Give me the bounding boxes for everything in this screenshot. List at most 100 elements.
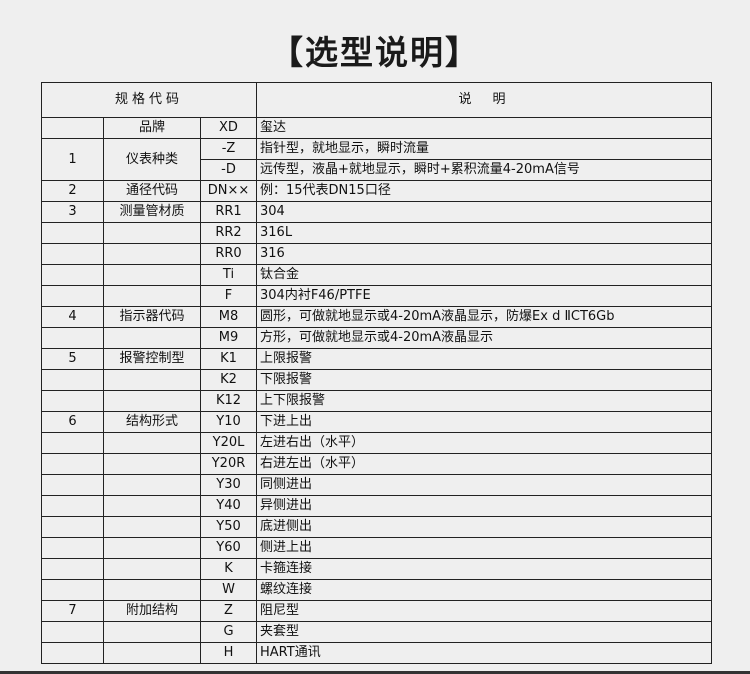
cell-no [41, 243, 104, 265]
table-row: 4 指示器代码 M8 圆形，可做就地显示或4-20mA液晶显示，防爆Ex d ⅡCT6… [41, 306, 712, 328]
cell-desc: 下限报警 [256, 369, 712, 391]
cell-no: 4 [41, 306, 104, 328]
table-row: F 304内衬F46/PTFE [41, 285, 712, 307]
cell-name [103, 642, 201, 664]
table-row: RR0 316 [41, 243, 712, 265]
cell-desc: 钛合金 [256, 264, 712, 286]
cell-desc: 异侧进出 [256, 495, 712, 517]
table-row: K2 下限报警 [41, 369, 712, 391]
cell-desc: 上限报警 [256, 348, 712, 370]
cell-name [103, 495, 201, 517]
table-row: Ti 钛合金 [41, 264, 712, 286]
cell-name [103, 222, 201, 244]
table-row: RR2 316L [41, 222, 712, 244]
cell-no [41, 474, 104, 496]
cell-desc: HART通讯 [256, 642, 712, 664]
table-row: 3 测量管材质 RR1 304 [41, 201, 712, 223]
cell-desc: 指针型，就地显示，瞬时流量 [256, 138, 712, 160]
cell-code: Y40 [200, 495, 257, 517]
header-description: 说 明 [256, 82, 712, 118]
cell-name [103, 264, 201, 286]
cell-name [103, 390, 201, 412]
cell-no [41, 495, 104, 517]
cell-code: Ti [200, 264, 257, 286]
table-row: H HART通讯 [41, 642, 712, 664]
cell-name: 结构形式 [103, 411, 201, 433]
cell-code: Y20R [200, 453, 257, 475]
header-spec-code: 规格代码 [41, 82, 257, 118]
cell-no [41, 579, 104, 601]
table-row: Y40 异侧进出 [41, 495, 712, 517]
table-row: Y60 侧进上出 [41, 537, 712, 559]
cell-name: 报警控制型 [103, 348, 201, 370]
cell-desc: 底进侧出 [256, 516, 712, 538]
table-row: Y50 底进侧出 [41, 516, 712, 538]
cell-code: XD [200, 117, 257, 139]
table-row: K 卡箍连接 [41, 558, 712, 580]
cell-name [103, 621, 201, 643]
cell-name: 仪表种类 [103, 138, 201, 181]
cell-desc: 316 [256, 243, 712, 265]
table-row: 1 仪表种类 -Z 指针型，就地显示，瞬时流量 [41, 138, 712, 181]
cell-desc: 圆形，可做就地显示或4-20mA液晶显示，防爆Ex d ⅡCT6Gb [256, 306, 712, 328]
cell-code: K12 [200, 390, 257, 412]
cell-code: -Z [200, 138, 257, 160]
table-row: 品牌 XD 玺达 [41, 117, 712, 139]
cell-code: Y50 [200, 516, 257, 538]
cell-no: 2 [41, 180, 104, 202]
table-row: Y20L 左进右出（水平） [41, 432, 712, 454]
cell-code: K1 [200, 348, 257, 370]
cell-no [41, 537, 104, 559]
cell-name [103, 516, 201, 538]
table-row: M9 方形，可做就地显示或4-20mA液晶显示 [41, 327, 712, 349]
cell-code: DN×× [200, 180, 257, 202]
cell-desc: 远传型，液晶+就地显示，瞬时+累积流量4-20mA信号 [256, 159, 712, 181]
cell-name [103, 327, 201, 349]
cell-no [41, 327, 104, 349]
cell-code: Y60 [200, 537, 257, 559]
cell-no: 1 [41, 138, 104, 181]
cell-code: M8 [200, 306, 257, 328]
cell-name: 通径代码 [103, 180, 201, 202]
table-row: Y30 同侧进出 [41, 474, 712, 496]
cell-code: H [200, 642, 257, 664]
table-row: 6 结构形式 Y10 下进上出 [41, 411, 712, 433]
cell-name: 测量管材质 [103, 201, 201, 223]
cell-code: F [200, 285, 257, 307]
cell-code: M9 [200, 327, 257, 349]
bottom-border [0, 671, 750, 674]
cell-no [41, 369, 104, 391]
cell-desc: 同侧进出 [256, 474, 712, 496]
cell-no [41, 432, 104, 454]
cell-desc: 螺纹连接 [256, 579, 712, 601]
cell-code: RR0 [200, 243, 257, 265]
cell-code: G [200, 621, 257, 643]
cell-no [41, 558, 104, 580]
cell-code: K [200, 558, 257, 580]
cell-no [41, 264, 104, 286]
cell-desc: 316L [256, 222, 712, 244]
cell-code: Y10 [200, 411, 257, 433]
cell-code: Y20L [200, 432, 257, 454]
cell-desc: 304内衬F46/PTFE [256, 285, 712, 307]
cell-no [41, 642, 104, 664]
cell-code: -D [200, 159, 257, 181]
table-row: K12 上下限报警 [41, 390, 712, 412]
cell-desc: 卡箍连接 [256, 558, 712, 580]
cell-code: RR2 [200, 222, 257, 244]
cell-desc: 304 [256, 201, 712, 223]
cell-no [41, 390, 104, 412]
cell-desc: 上下限报警 [256, 390, 712, 412]
cell-desc: 阻尼型 [256, 600, 712, 622]
page-title: 【选型说明】 [270, 33, 480, 72]
cell-code: Y30 [200, 474, 257, 496]
table-row: W 螺纹连接 [41, 579, 712, 601]
cell-code: RR1 [200, 201, 257, 223]
selection-table: 规格代码 说 明 品牌 XD 玺达 1 仪表种类 -Z 指针型，就地显示，瞬时流量 -D 远传型… [41, 82, 712, 664]
cell-no [41, 117, 104, 139]
cell-no [41, 222, 104, 244]
cell-desc: 右进左出（水平） [256, 453, 712, 475]
cell-no: 3 [41, 201, 104, 223]
cell-name [103, 453, 201, 475]
cell-desc: 夹套型 [256, 621, 712, 643]
